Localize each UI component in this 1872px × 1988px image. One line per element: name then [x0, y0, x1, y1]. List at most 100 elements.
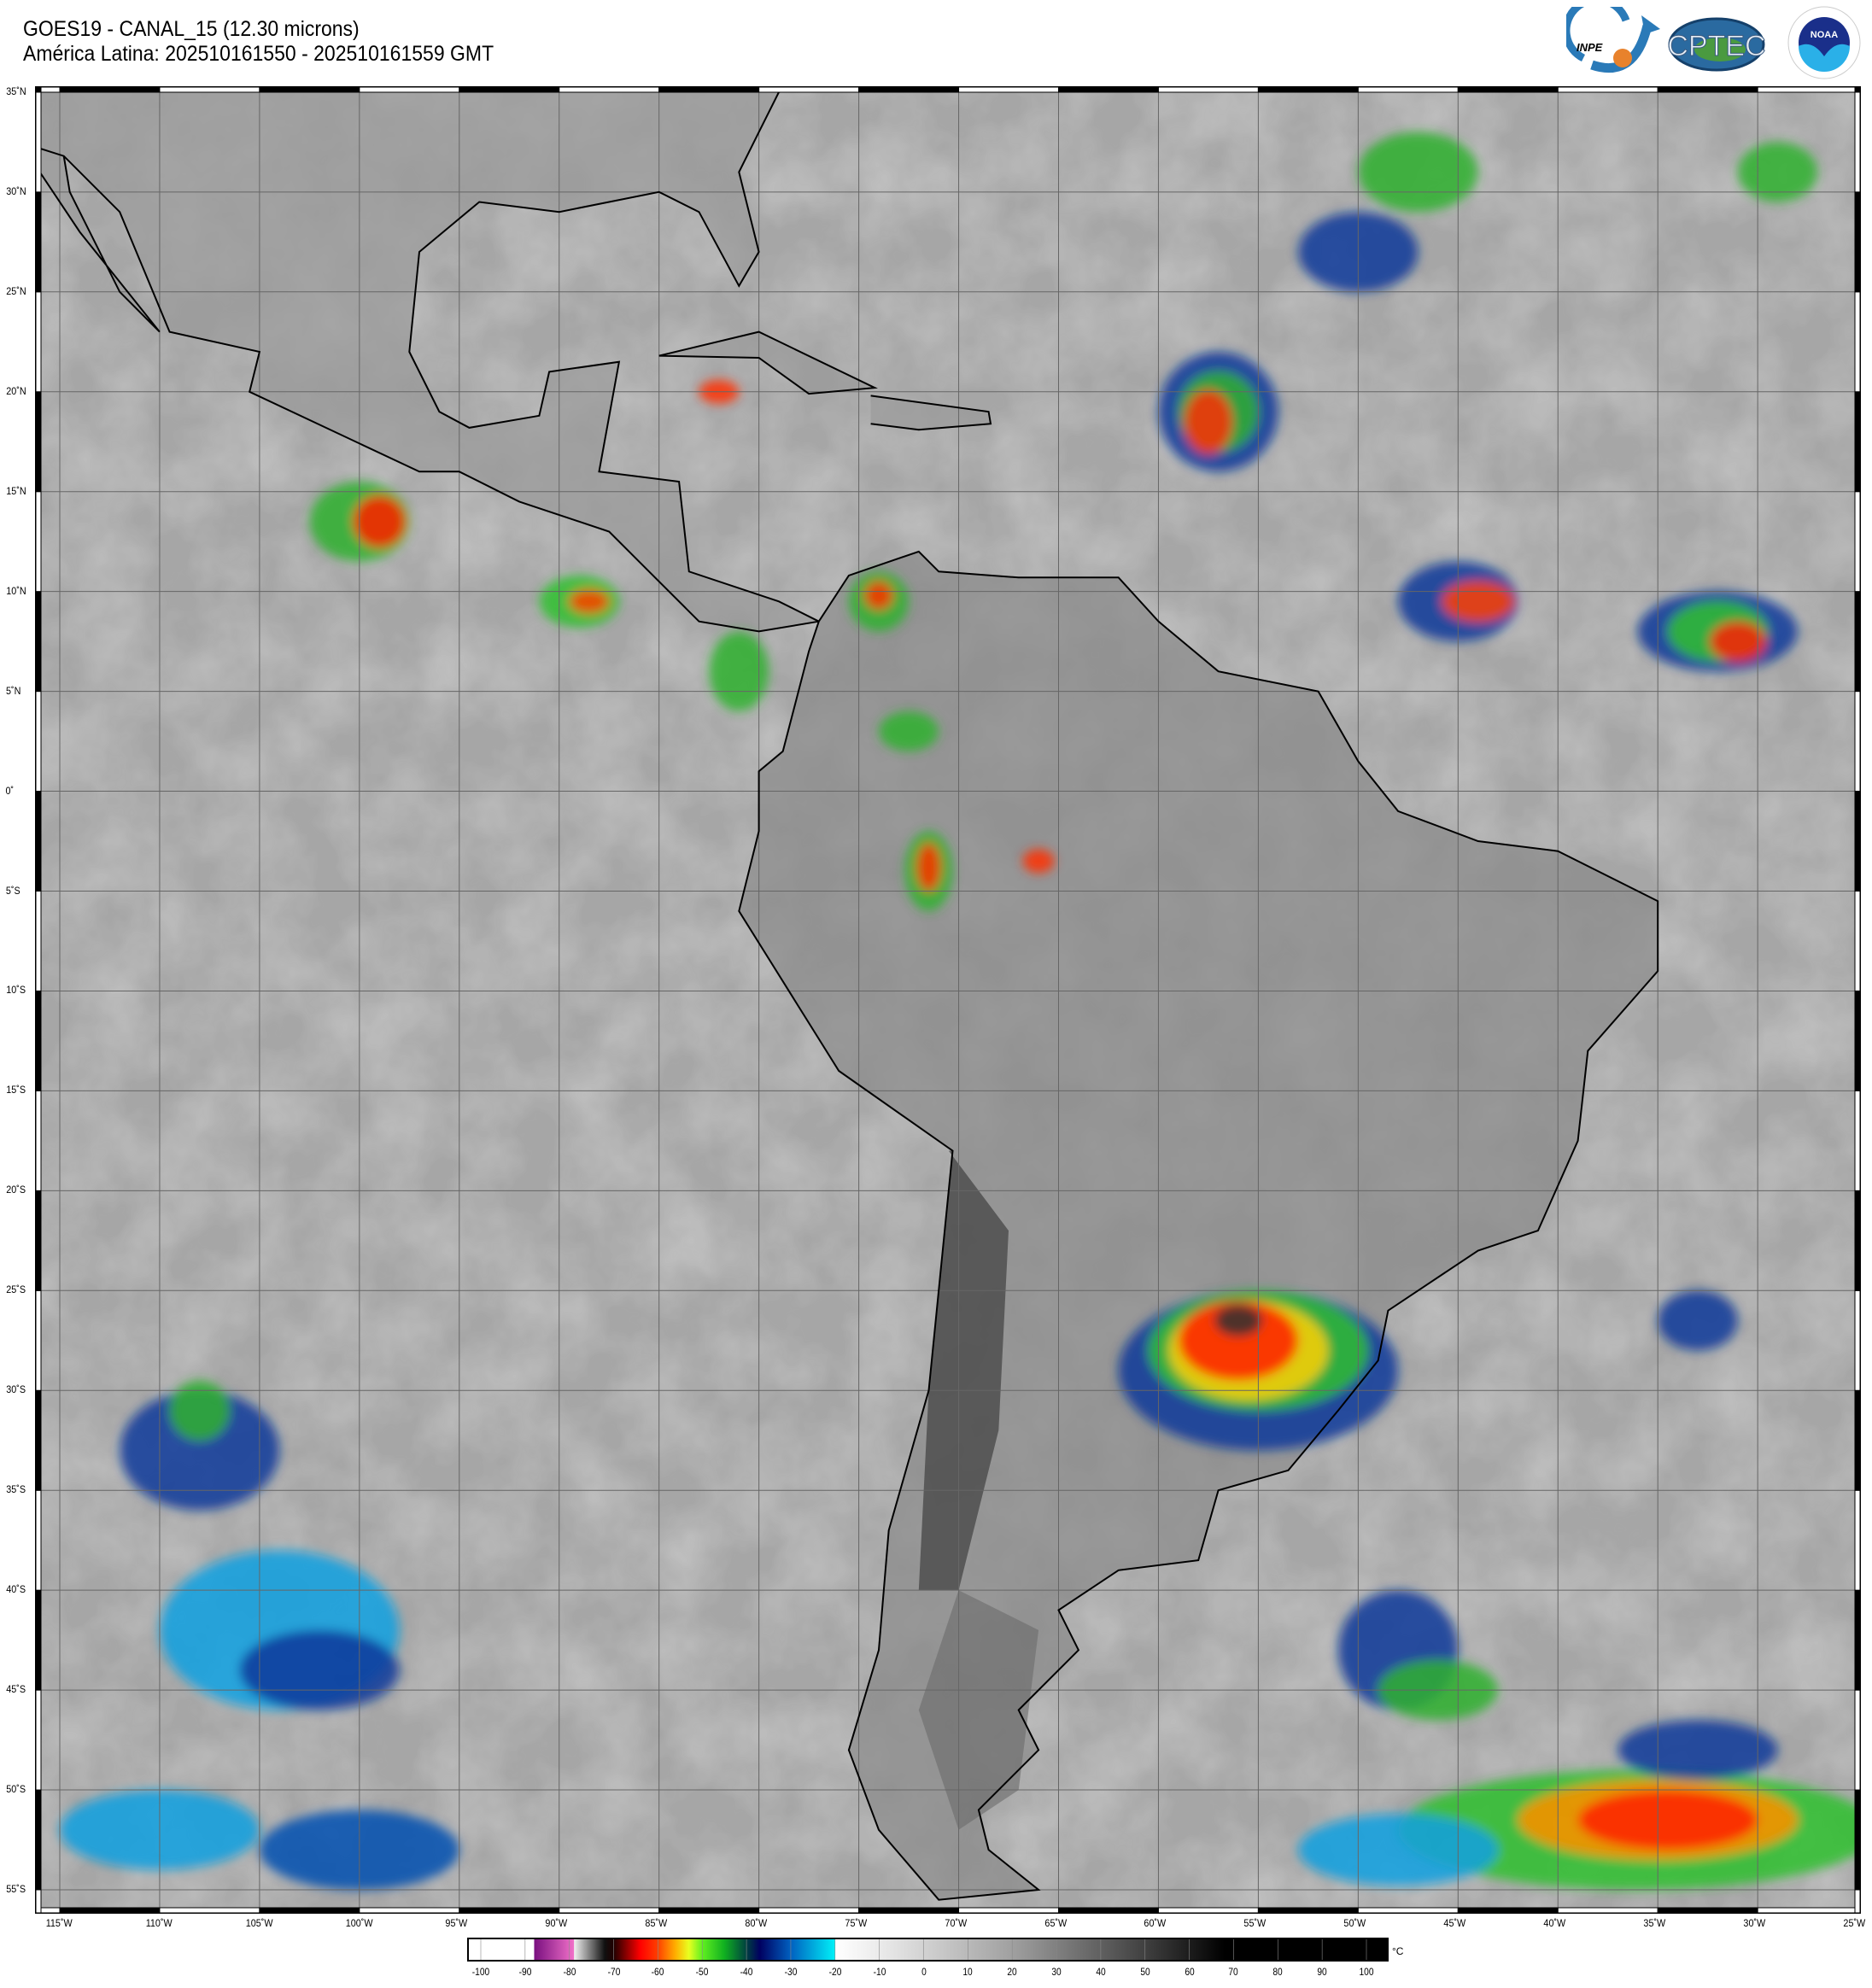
colorbar-tick-label: 70	[1228, 1966, 1239, 1978]
frame-tick-segment	[459, 1907, 560, 1914]
cloud-cell	[1618, 1720, 1778, 1780]
latitude-label: 10˚N	[6, 584, 26, 597]
frame-tick-segment	[35, 91, 42, 193]
coastline	[738, 550, 1659, 1901]
cloud-cell	[864, 581, 893, 610]
colorbar-tick-label: -60	[652, 1966, 664, 1978]
latitude-label: 15˚S	[6, 1084, 26, 1096]
colorbar-tick-label: -70	[607, 1966, 620, 1978]
frame-tick-segment	[1854, 1190, 1861, 1291]
frame-tick-segment	[858, 1907, 960, 1914]
cloud-cell	[1442, 581, 1514, 622]
title-line-2: América Latina: 202510161550 - 202510161…	[23, 42, 494, 66]
frame-tick-segment	[1854, 1090, 1861, 1191]
noaa-logo: NOAA	[1787, 6, 1861, 79]
frame-tick-segment	[35, 1789, 42, 1891]
frame-tick-segment	[1854, 990, 1861, 1091]
frame-tick-segment	[35, 891, 42, 991]
frame-tick-segment	[35, 990, 42, 1091]
frame-tick-segment	[35, 1489, 42, 1591]
andes-warm-surface	[918, 1150, 1009, 1591]
landmass	[870, 395, 991, 430]
colorbar-tick-label: -30	[784, 1966, 798, 1978]
colorbar-end	[1366, 1939, 1387, 1960]
latitude-label: 30˚S	[6, 1383, 26, 1396]
colorbar-tick-label: -90	[518, 1966, 532, 1978]
latitude-label: 45˚S	[6, 1683, 26, 1696]
colorbar-tick-label: 40	[1096, 1966, 1106, 1978]
frame-tick-segment	[1854, 391, 1861, 493]
cloud-cell	[1658, 1290, 1738, 1351]
latitude-label: 20˚N	[6, 384, 26, 397]
frame-tick-segment	[1557, 1907, 1658, 1914]
cloud-cell	[1178, 1300, 1299, 1381]
frame-tick-segment	[1757, 86, 1858, 93]
frame-tick-segment	[1854, 691, 1861, 792]
longitude-label: 115˚W	[45, 1917, 73, 1929]
coastline	[870, 395, 992, 431]
colorbar-unit: °C	[1392, 1945, 1404, 1957]
latitude-label: 50˚S	[6, 1783, 26, 1796]
frame-tick-segment	[259, 1907, 360, 1914]
frame-tick-segment	[1657, 86, 1758, 93]
cloud-cell	[169, 1380, 230, 1441]
frame-tick-segment	[59, 1907, 161, 1914]
coastline	[658, 330, 878, 395]
cloud-cell	[878, 710, 939, 751]
frame-tick-segment	[1854, 1289, 1861, 1391]
colorbar-tick-label: -80	[563, 1966, 576, 1978]
colorbar-tick-label: -20	[828, 1966, 842, 1978]
frame-tick-segment	[1854, 1389, 1861, 1491]
patagonia-surface	[918, 1590, 1039, 1830]
frame-tick-segment	[259, 86, 360, 93]
cloud-cell	[1184, 389, 1232, 454]
frame-tick-segment	[1854, 191, 1861, 293]
inpe-logo: INPE	[1566, 7, 1660, 73]
frame-tick-segment	[1058, 86, 1159, 93]
frame-tick-segment	[1854, 1489, 1861, 1591]
colorbar-tick-label: 60	[1184, 1966, 1195, 1978]
cloud-cell	[1710, 621, 1766, 662]
title-line-1: GOES19 - CANAL_15 (12.30 microns)	[23, 17, 360, 41]
frame-tick-segment	[1854, 491, 1861, 593]
frame-tick-segment	[758, 1907, 860, 1914]
frame-tick-segment	[35, 1389, 42, 1491]
frame-tick-segment	[1854, 291, 1861, 393]
longitude-label: 85˚W	[645, 1917, 667, 1929]
frame-tick-segment	[1757, 1907, 1858, 1914]
cloud-cell	[916, 843, 941, 892]
frame-tick-segment	[35, 291, 42, 393]
cloud-cell	[1577, 1790, 1758, 1851]
frame-tick-segment	[35, 191, 42, 293]
latitude-label: 10˚S	[6, 984, 26, 997]
longitude-label: 50˚W	[1343, 1917, 1366, 1929]
longitude-label: 40˚W	[1543, 1917, 1566, 1929]
frame-tick-segment	[35, 1289, 42, 1391]
frame-tick-segment	[159, 86, 260, 93]
longitude-label: 25˚W	[1843, 1917, 1866, 1929]
cloud-cell	[1022, 849, 1055, 874]
latitude-label: 55˚S	[6, 1883, 26, 1895]
longitude-label: 65˚W	[1044, 1917, 1067, 1929]
frame-tick-segment	[1557, 86, 1658, 93]
longitude-label: 100˚W	[345, 1917, 373, 1929]
latitude-label: 35˚S	[6, 1483, 26, 1496]
latitude-label: 5˚S	[5, 884, 20, 897]
cloud-cell	[353, 495, 406, 548]
frame-tick-segment	[1457, 1907, 1559, 1914]
latitude-label: 25˚S	[6, 1283, 26, 1296]
frame-tick-segment	[1657, 1907, 1758, 1914]
colorbar-tick-label: 50	[1140, 1966, 1150, 1978]
frame-tick-segment	[359, 1907, 460, 1914]
colorbar-tick-label: 20	[1007, 1966, 1017, 1978]
frame-tick-segment	[1058, 1907, 1159, 1914]
map-frame	[35, 86, 1861, 1914]
cloud-cell	[709, 631, 769, 711]
frame-tick-segment	[559, 1907, 660, 1914]
frame-tick-segment	[35, 791, 42, 892]
cloud-cell	[1214, 1304, 1263, 1337]
longitude-label: 30˚W	[1743, 1917, 1766, 1929]
longitude-label: 95˚W	[445, 1917, 468, 1929]
landmass	[739, 551, 1658, 1900]
svg-text:CPTEC: CPTEC	[1667, 30, 1765, 62]
